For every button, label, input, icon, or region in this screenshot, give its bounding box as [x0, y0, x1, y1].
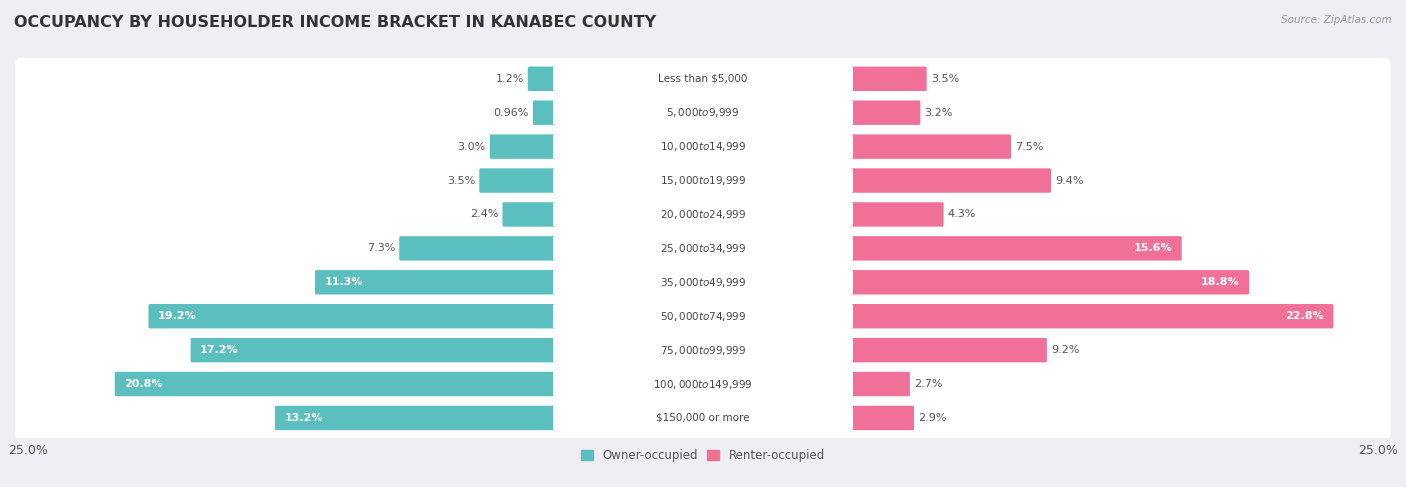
Text: 0.96%: 0.96%	[494, 108, 529, 118]
FancyBboxPatch shape	[553, 270, 853, 295]
FancyBboxPatch shape	[851, 134, 1011, 159]
Text: Source: ZipAtlas.com: Source: ZipAtlas.com	[1281, 15, 1392, 25]
FancyBboxPatch shape	[553, 304, 853, 328]
Text: $35,000 to $49,999: $35,000 to $49,999	[659, 276, 747, 289]
Text: 9.2%: 9.2%	[1050, 345, 1080, 355]
FancyBboxPatch shape	[191, 338, 555, 362]
FancyBboxPatch shape	[15, 92, 1391, 133]
Text: $150,000 or more: $150,000 or more	[657, 413, 749, 423]
FancyBboxPatch shape	[553, 406, 853, 430]
Text: 18.8%: 18.8%	[1201, 277, 1240, 287]
Text: 3.0%: 3.0%	[457, 142, 486, 151]
FancyBboxPatch shape	[15, 329, 1391, 371]
FancyBboxPatch shape	[15, 296, 1391, 337]
Text: 2.7%: 2.7%	[914, 379, 942, 389]
FancyBboxPatch shape	[315, 270, 555, 295]
FancyBboxPatch shape	[15, 262, 1391, 303]
Text: 20.8%: 20.8%	[124, 379, 163, 389]
Text: 22.8%: 22.8%	[1285, 311, 1324, 321]
Text: $100,000 to $149,999: $100,000 to $149,999	[654, 377, 752, 391]
Text: 2.4%: 2.4%	[470, 209, 498, 220]
FancyBboxPatch shape	[15, 126, 1391, 168]
Text: 7.3%: 7.3%	[367, 244, 395, 253]
FancyBboxPatch shape	[851, 169, 1052, 193]
FancyBboxPatch shape	[15, 58, 1391, 99]
FancyBboxPatch shape	[553, 372, 853, 396]
Text: 7.5%: 7.5%	[1015, 142, 1043, 151]
FancyBboxPatch shape	[851, 372, 910, 396]
Text: $50,000 to $74,999: $50,000 to $74,999	[659, 310, 747, 323]
Text: 3.5%: 3.5%	[931, 74, 959, 84]
Text: 9.4%: 9.4%	[1054, 175, 1084, 186]
Text: 3.5%: 3.5%	[447, 175, 475, 186]
Text: OCCUPANCY BY HOUSEHOLDER INCOME BRACKET IN KANABEC COUNTY: OCCUPANCY BY HOUSEHOLDER INCOME BRACKET …	[14, 15, 657, 30]
Text: $75,000 to $99,999: $75,000 to $99,999	[659, 344, 747, 356]
FancyBboxPatch shape	[489, 134, 555, 159]
Text: $10,000 to $14,999: $10,000 to $14,999	[659, 140, 747, 153]
FancyBboxPatch shape	[851, 100, 921, 125]
Text: 13.2%: 13.2%	[284, 413, 323, 423]
Text: 17.2%: 17.2%	[200, 345, 239, 355]
Text: 11.3%: 11.3%	[325, 277, 363, 287]
Text: 15.6%: 15.6%	[1133, 244, 1173, 253]
FancyBboxPatch shape	[15, 160, 1391, 201]
Text: $15,000 to $19,999: $15,000 to $19,999	[659, 174, 747, 187]
FancyBboxPatch shape	[15, 397, 1391, 439]
FancyBboxPatch shape	[276, 406, 555, 430]
Text: Less than $5,000: Less than $5,000	[658, 74, 748, 84]
FancyBboxPatch shape	[553, 67, 853, 91]
Text: 1.2%: 1.2%	[495, 74, 523, 84]
Text: 19.2%: 19.2%	[157, 311, 197, 321]
FancyBboxPatch shape	[851, 202, 943, 226]
FancyBboxPatch shape	[149, 304, 555, 328]
Legend: Owner-occupied, Renter-occupied: Owner-occupied, Renter-occupied	[576, 444, 830, 467]
FancyBboxPatch shape	[533, 100, 555, 125]
FancyBboxPatch shape	[851, 67, 927, 91]
FancyBboxPatch shape	[15, 228, 1391, 269]
FancyBboxPatch shape	[502, 202, 555, 226]
Text: $5,000 to $9,999: $5,000 to $9,999	[666, 106, 740, 119]
FancyBboxPatch shape	[115, 372, 555, 396]
Text: 4.3%: 4.3%	[948, 209, 976, 220]
FancyBboxPatch shape	[399, 236, 555, 261]
FancyBboxPatch shape	[851, 338, 1047, 362]
Text: 3.2%: 3.2%	[924, 108, 953, 118]
FancyBboxPatch shape	[553, 100, 853, 125]
FancyBboxPatch shape	[553, 169, 853, 193]
FancyBboxPatch shape	[553, 338, 853, 362]
FancyBboxPatch shape	[851, 304, 1333, 328]
Text: 2.9%: 2.9%	[918, 413, 946, 423]
FancyBboxPatch shape	[553, 202, 853, 226]
FancyBboxPatch shape	[479, 169, 555, 193]
FancyBboxPatch shape	[851, 406, 914, 430]
FancyBboxPatch shape	[553, 134, 853, 159]
Text: $20,000 to $24,999: $20,000 to $24,999	[659, 208, 747, 221]
FancyBboxPatch shape	[851, 236, 1181, 261]
FancyBboxPatch shape	[553, 236, 853, 261]
FancyBboxPatch shape	[15, 194, 1391, 235]
FancyBboxPatch shape	[15, 363, 1391, 405]
FancyBboxPatch shape	[527, 67, 555, 91]
Text: $25,000 to $34,999: $25,000 to $34,999	[659, 242, 747, 255]
FancyBboxPatch shape	[851, 270, 1249, 295]
